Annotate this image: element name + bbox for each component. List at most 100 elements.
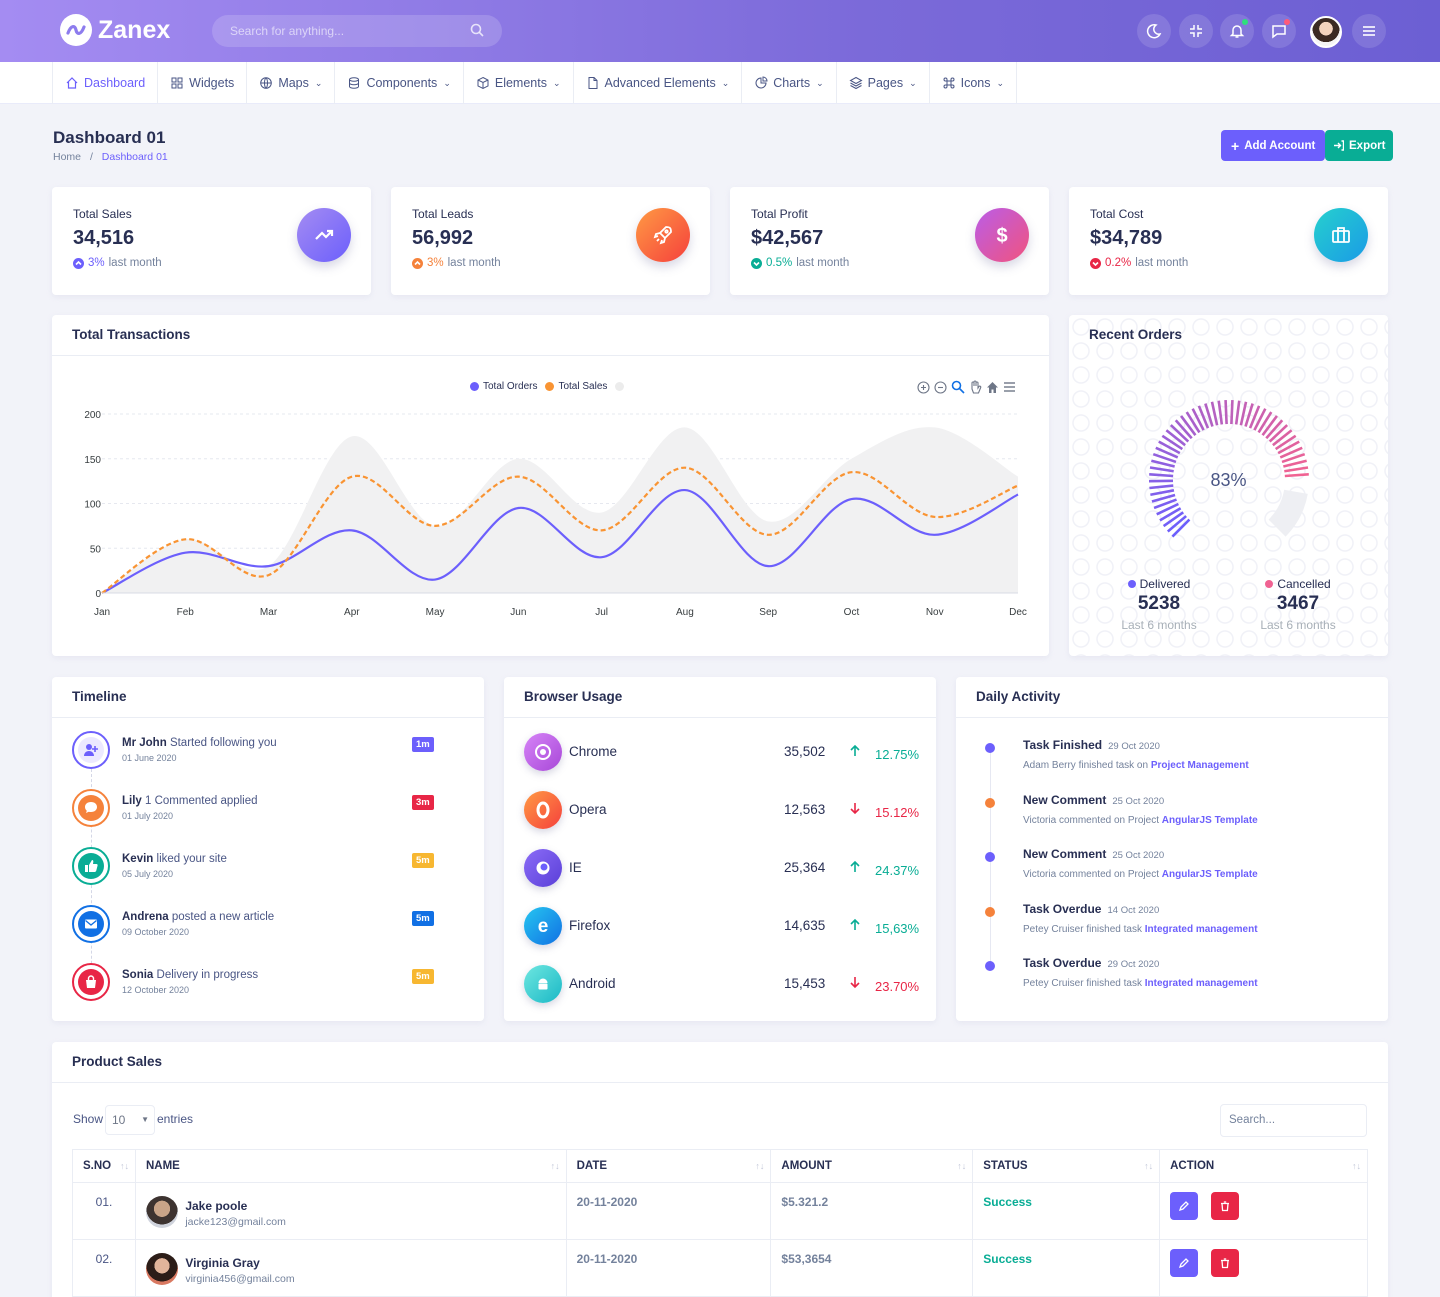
nav-item-maps[interactable]: Maps ⌄ xyxy=(247,62,336,104)
x-tick-label: Oct xyxy=(844,607,860,618)
stat-trend: 3% last month xyxy=(412,257,501,269)
timeline-item: Kevin liked your site 05 July 2020 5m xyxy=(72,847,462,905)
zoom-out-icon[interactable] xyxy=(934,380,947,394)
moon-icon[interactable] xyxy=(1137,14,1171,48)
rocket-icon xyxy=(636,208,690,262)
brand-logo[interactable]: Zanex xyxy=(60,14,170,46)
nav-item-charts[interactable]: Charts ⌄ xyxy=(742,62,837,104)
message-dot xyxy=(1284,19,1290,25)
add-account-label: Add Account xyxy=(1244,139,1316,152)
nav-item-components[interactable]: Components ⌄ xyxy=(335,62,464,104)
activity-card: Daily Activity Task Finished 29 Oct 2020 … xyxy=(956,677,1388,1021)
recent-orders-title: Recent Orders xyxy=(1089,327,1183,342)
column-header[interactable]: NAME ↑↓ xyxy=(134,1149,567,1183)
column-header[interactable]: DATE ↑↓ xyxy=(565,1149,772,1183)
stat-trend-text: last month xyxy=(796,257,850,269)
column-header[interactable]: ACTION ↑↓ xyxy=(1159,1149,1368,1183)
bell-icon[interactable] xyxy=(1220,14,1254,48)
activity-link[interactable]: AngularJS Template xyxy=(1161,869,1258,880)
delivered-value: 5238 xyxy=(1137,593,1181,614)
user-plus-icon xyxy=(78,737,104,763)
series-total-orders xyxy=(101,488,1019,594)
timeline-icon-ring xyxy=(72,789,110,827)
breadcrumb-home[interactable]: Home xyxy=(53,151,82,163)
pan-icon[interactable] xyxy=(969,380,982,394)
gauge-tick xyxy=(1284,472,1309,478)
brand-name: Zanex xyxy=(98,15,171,44)
customer-name: Virginia Gray xyxy=(185,1256,260,1270)
sort-icon[interactable]: ↑↓ xyxy=(1144,1161,1154,1171)
activity-link[interactable]: Integrated management xyxy=(1144,923,1258,935)
browser-value: 25,364 xyxy=(784,860,826,875)
legend-orders[interactable]: Total Orders xyxy=(470,381,537,392)
entries-select[interactable]: 10 ▼ xyxy=(105,1105,155,1135)
browser-name: Android xyxy=(569,976,616,991)
activity-link[interactable]: Project Management xyxy=(1150,760,1249,771)
timeline-icon-ring xyxy=(72,905,110,943)
x-tick-label: May xyxy=(426,607,445,618)
gauge-tick xyxy=(1171,518,1191,538)
legend-background[interactable] xyxy=(615,382,625,391)
activity-link[interactable]: Integrated management xyxy=(1144,978,1258,989)
sort-icon[interactable]: ↑↓ xyxy=(119,1161,129,1171)
legend-sales[interactable]: Total Sales xyxy=(545,381,607,392)
nav-item-dashboard[interactable]: Dashboard xyxy=(53,62,159,104)
activity-link[interactable]: AngularJS Template xyxy=(1161,814,1258,826)
zoom-in-icon[interactable] xyxy=(917,380,930,394)
delete-button[interactable] xyxy=(1211,1249,1240,1277)
edit-button[interactable] xyxy=(1170,1249,1199,1277)
products-title: Product Sales xyxy=(72,1054,163,1069)
magnify-icon[interactable] xyxy=(951,380,965,394)
chart-menu-icon[interactable] xyxy=(1003,381,1016,393)
activity-dot xyxy=(985,743,995,753)
status-badge: Success xyxy=(972,1182,1161,1240)
timeline-name: Kevin xyxy=(122,853,154,865)
nav-item-pages[interactable]: Pages ⌄ xyxy=(837,62,930,104)
nav-item-icons[interactable]: Icons ⌄ xyxy=(930,62,1018,104)
column-header[interactable]: STATUS ↑↓ xyxy=(972,1149,1161,1183)
gauge-tick xyxy=(1150,489,1175,497)
nav-item-widgets[interactable]: Widgets xyxy=(158,62,248,104)
column-header[interactable]: S.NO ↑↓ xyxy=(72,1149,136,1183)
menu-icon[interactable] xyxy=(1352,14,1386,48)
activity-desc-text: Petey Cruiser finished task xyxy=(1023,978,1142,989)
nav-item-advanced-elements[interactable]: Advanced Elements ⌄ xyxy=(574,62,743,104)
message-icon[interactable] xyxy=(1262,14,1296,48)
export-button[interactable]: Export xyxy=(1325,130,1394,161)
sort-icon[interactable]: ↑↓ xyxy=(550,1161,560,1171)
entries-value: 10 xyxy=(112,1113,126,1127)
table-search-input[interactable]: Search... xyxy=(1220,1104,1367,1137)
gauge-tick xyxy=(1248,405,1261,429)
customer-email: jacke123@gmail.com xyxy=(185,1216,286,1228)
activity-date: 29 Oct 2020 xyxy=(1108,741,1160,752)
browser-trend-arrow xyxy=(849,918,861,934)
avatar[interactable] xyxy=(1310,16,1342,48)
sort-icon[interactable]: ↑↓ xyxy=(957,1161,967,1171)
nav-item-label: Pages xyxy=(867,76,904,90)
activity-desc-text: Adam Berry finished task on xyxy=(1023,760,1149,771)
stat-value: 56,992 xyxy=(412,227,474,249)
chevron-down-icon: ⌄ xyxy=(721,77,730,88)
browser-row: Android 15,453 23.70% xyxy=(524,965,919,1023)
sort-icon[interactable]: ↑↓ xyxy=(1352,1161,1361,1171)
briefcase-icon xyxy=(1314,208,1368,262)
add-account-button[interactable]: + Add Account xyxy=(1221,130,1326,161)
delete-button[interactable] xyxy=(1211,1192,1240,1220)
top-header: Zanex Search for anything... xyxy=(0,0,1440,62)
edit-button[interactable] xyxy=(1170,1192,1199,1220)
nav-item-elements[interactable]: Elements ⌄ xyxy=(464,62,574,104)
stat-trend-value: 3% xyxy=(88,257,105,269)
search-icon[interactable] xyxy=(470,23,484,37)
globe-icon xyxy=(260,77,273,89)
timeline-badge: 5m xyxy=(412,969,434,984)
column-header[interactable]: AMOUNT ↑↓ xyxy=(770,1149,974,1183)
gauge-tick xyxy=(1169,424,1190,443)
reset-home-icon[interactable] xyxy=(986,381,999,394)
fullscreen-icon[interactable] xyxy=(1179,14,1213,48)
search-input[interactable]: Search for anything... xyxy=(212,15,502,47)
y-tick-label: 100 xyxy=(84,500,101,511)
sort-icon[interactable]: ↑↓ xyxy=(755,1161,765,1171)
nav-item-label: Charts xyxy=(773,76,811,90)
x-tick-label: Apr xyxy=(344,607,360,618)
ie-icon xyxy=(524,849,562,887)
